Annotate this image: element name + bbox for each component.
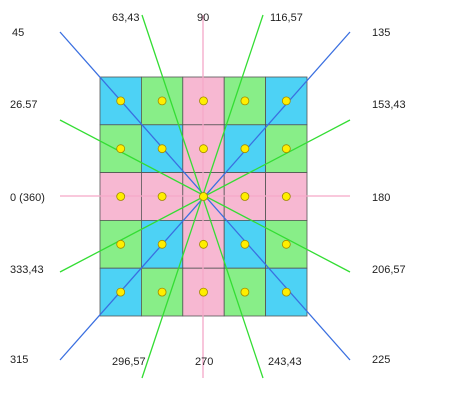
dot xyxy=(281,239,291,249)
dot xyxy=(281,144,291,154)
dot xyxy=(199,239,208,249)
dot xyxy=(116,239,126,249)
dot xyxy=(281,96,291,106)
dot xyxy=(240,144,250,154)
dot xyxy=(157,192,167,201)
dot xyxy=(116,144,126,154)
dot xyxy=(240,192,250,201)
dot xyxy=(157,96,167,106)
angle-label: 315 xyxy=(10,354,28,366)
angle-label: 243,43 xyxy=(268,356,302,368)
dot xyxy=(199,192,208,201)
angle-label: 296,57 xyxy=(112,356,146,368)
angle-label: 270 xyxy=(195,356,213,368)
angle-label: 153,43 xyxy=(372,99,406,111)
dot xyxy=(240,239,250,249)
angle-label: 63,43 xyxy=(112,12,140,24)
dot xyxy=(281,192,291,201)
grid xyxy=(99,76,308,317)
angle-label: 225 xyxy=(372,354,390,366)
labels: 45 63,43 90 116,57 135 26.57 153,43 0 (360) 180 3… xyxy=(10,12,406,368)
dots xyxy=(116,96,291,297)
angle-label: 0 (360) xyxy=(10,192,45,204)
dot xyxy=(157,287,167,297)
dot xyxy=(199,287,208,297)
dot xyxy=(157,144,167,154)
angle-label: 180 xyxy=(372,192,390,204)
dot xyxy=(199,144,208,154)
angle-label: 206,57 xyxy=(372,264,406,276)
dot xyxy=(199,96,208,106)
dot xyxy=(240,96,250,106)
angle-label: 333,43 xyxy=(10,264,44,276)
angle-label: 45 xyxy=(12,27,24,39)
dot xyxy=(240,287,250,297)
dot xyxy=(281,287,291,297)
dot xyxy=(116,96,126,106)
angle-label: 26.57 xyxy=(10,99,38,111)
angle-label: 90 xyxy=(197,12,209,24)
dot xyxy=(116,192,126,201)
dot xyxy=(157,239,167,249)
angle-label: 135 xyxy=(372,27,390,39)
dot xyxy=(116,287,126,297)
angle-label: 116,57 xyxy=(270,12,303,24)
